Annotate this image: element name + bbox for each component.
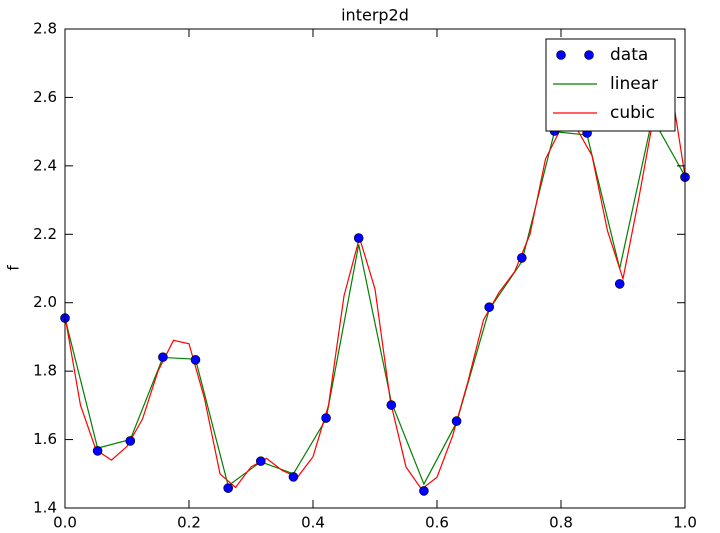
data-point xyxy=(451,416,462,426)
x-tick-label: 0.2 xyxy=(177,514,201,532)
chart-title: interp2d xyxy=(341,6,409,25)
data-point xyxy=(386,400,397,410)
y-tick-label: 2.4 xyxy=(33,156,57,174)
y-tick-label: 1.4 xyxy=(33,499,57,517)
y-tick-label: 2.6 xyxy=(33,88,57,106)
legend-label: linear xyxy=(610,74,658,94)
legend-marker xyxy=(584,50,594,60)
data-point xyxy=(321,413,331,423)
data-point xyxy=(158,352,168,362)
x-tick-label: 0.8 xyxy=(549,514,573,532)
data-point xyxy=(353,233,364,243)
data-point xyxy=(190,355,201,365)
x-tick-label: 0.0 xyxy=(53,514,77,532)
x-tick-label: 0.4 xyxy=(301,514,325,532)
data-point xyxy=(92,446,103,456)
legend-box xyxy=(545,38,676,132)
y-tick-label: 1.8 xyxy=(33,362,57,380)
data-point xyxy=(125,436,136,446)
data-point xyxy=(223,483,233,493)
data-point xyxy=(419,486,429,496)
line-series xyxy=(65,74,685,491)
line-series xyxy=(65,116,685,487)
data-point xyxy=(288,472,299,482)
y-tick-label: 2.0 xyxy=(33,293,57,311)
y-tick-label: 1.6 xyxy=(33,430,57,448)
legend-marker xyxy=(556,50,566,60)
x-tick-label: 0.6 xyxy=(425,514,449,532)
x-tick-label: 1.0 xyxy=(673,514,697,532)
y-axis-label: f xyxy=(5,265,23,271)
data-point xyxy=(484,302,495,312)
legend-label: cubic xyxy=(610,103,655,123)
data-point xyxy=(255,456,266,466)
plot-frame xyxy=(64,28,686,509)
y-tick-label: 2.8 xyxy=(33,20,57,38)
data-point xyxy=(517,253,527,263)
legend-label: data xyxy=(610,45,648,65)
data-point xyxy=(614,279,625,289)
y-tick-label: 2.2 xyxy=(33,225,57,243)
